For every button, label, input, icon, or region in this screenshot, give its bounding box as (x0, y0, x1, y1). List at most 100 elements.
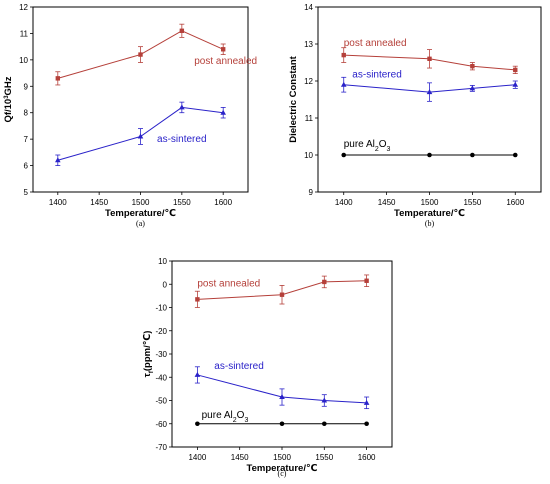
data-point (363, 399, 370, 405)
series-line (57, 30, 224, 79)
y-tick-label: -20 (155, 327, 167, 336)
panel-caption: (c) (278, 469, 287, 478)
series-3: pure Al2O3 (195, 410, 369, 427)
data-point (426, 89, 433, 95)
y-tick-label: 10 (158, 257, 167, 266)
y-tick-label: 11 (305, 114, 314, 123)
y-tick-label: -70 (155, 443, 167, 452)
y-tick-label: 12 (304, 77, 313, 86)
data-point (470, 64, 475, 69)
data-point (279, 292, 285, 297)
panel-caption: (b) (425, 219, 435, 228)
series-label: post annealed (344, 38, 407, 49)
data-point (55, 76, 61, 81)
data-point (321, 397, 328, 403)
x-tick-label: 1550 (173, 198, 191, 207)
y-tick-label: 7 (24, 135, 29, 144)
data-point (138, 52, 143, 57)
data-point (512, 81, 519, 87)
data-point (55, 157, 61, 163)
series-1: post annealed (55, 23, 257, 86)
chart-panel-1: 1400 1450 1500 1550 1600 5 6 7 8 9 10 11 12 Temperatu… (3, 3, 257, 228)
series-label: as-sintered (352, 69, 401, 80)
data-point (322, 279, 327, 285)
data-point (469, 85, 476, 91)
y-tick-label: 9 (24, 82, 29, 91)
y-tick-label: 14 (304, 3, 313, 12)
series-line (57, 106, 224, 161)
x-tick-label: 1500 (132, 198, 150, 207)
series-2: as-sintered (340, 69, 519, 102)
series-label: as-sintered (157, 134, 206, 145)
y-axis-label: Dielectric Constant (288, 55, 299, 142)
y-tick-label: 6 (24, 162, 29, 171)
x-axis-label: Temperature/℃ (105, 208, 176, 219)
series-label: post annealed (194, 56, 257, 67)
series-1: post annealed (341, 38, 518, 74)
data-point (220, 109, 226, 115)
y-tick-label: 10 (19, 56, 28, 65)
data-point (513, 67, 518, 73)
y-tick-label: 0 (163, 280, 168, 289)
y-tick-label: 13 (304, 40, 313, 49)
series-2: as-sintered (194, 361, 370, 410)
series-label: post annealed (197, 279, 260, 290)
y-tick-label: 5 (24, 188, 29, 197)
y-tick-label: -30 (155, 350, 167, 359)
series-1: post annealed (194, 274, 370, 308)
x-axis-label: Temperature/℃ (247, 463, 318, 474)
y-tick-label: -40 (155, 373, 167, 382)
x-tick-label: 1600 (358, 453, 376, 462)
x-tick-label: 1600 (214, 198, 232, 207)
x-tick-label: 1600 (506, 198, 524, 207)
y-axis-label: τf(ppm/℃) (142, 331, 155, 378)
data-point (322, 421, 327, 427)
data-point (512, 152, 518, 158)
x-tick-label: 1400 (335, 198, 353, 207)
data-point (179, 28, 185, 33)
data-point (195, 421, 200, 427)
x-tick-label: 1450 (90, 198, 108, 207)
y-tick-label: -60 (155, 420, 167, 429)
y-tick-label: 9 (309, 188, 314, 197)
panel-caption: (a) (136, 219, 145, 228)
x-tick-label: 1550 (463, 198, 481, 207)
y-tick-label: -10 (155, 304, 167, 313)
x-axis-label: Temperature/℃ (394, 208, 465, 219)
data-point (427, 56, 432, 61)
y-axis-label: Qf/103GHz (3, 76, 14, 122)
data-point (137, 133, 144, 139)
x-tick-label: 1550 (315, 453, 333, 462)
data-point (195, 297, 200, 302)
series-label: as-sintered (214, 361, 263, 372)
y-tick-label: 11 (20, 29, 29, 38)
data-point (279, 421, 285, 427)
data-point (279, 394, 285, 400)
data-point (341, 52, 346, 58)
data-point (194, 371, 201, 377)
data-point (364, 421, 369, 427)
data-point (364, 278, 369, 283)
chart-panel-2: 1400 1450 1500 1550 1600 9 10 11 12 13 14 Temperatu… (288, 3, 542, 228)
data-point (179, 104, 185, 110)
x-tick-label: 1500 (273, 453, 291, 462)
series-3: pure Al2O3 (341, 139, 518, 158)
data-point (340, 81, 347, 87)
y-tick-label: 12 (19, 3, 28, 12)
series-line (343, 84, 516, 93)
series-line (197, 374, 367, 404)
y-tick-label: 8 (24, 109, 29, 118)
data-point (470, 152, 475, 158)
x-tick-label: 1450 (378, 198, 396, 207)
y-tick-label: -50 (155, 397, 167, 406)
series-line (197, 280, 367, 300)
data-point (341, 152, 347, 158)
x-tick-label: 1500 (421, 198, 439, 207)
x-tick-label: 1400 (49, 198, 67, 207)
series-line (343, 54, 516, 71)
x-tick-label: 1400 (188, 453, 206, 462)
chart-panel-3: 1400 1450 1500 1550 1600 -70 -60 -50 -40 -30 -20 -1… (142, 257, 393, 478)
series-label: pure Al2O3 (202, 410, 249, 424)
x-tick-label: 1450 (231, 453, 249, 462)
